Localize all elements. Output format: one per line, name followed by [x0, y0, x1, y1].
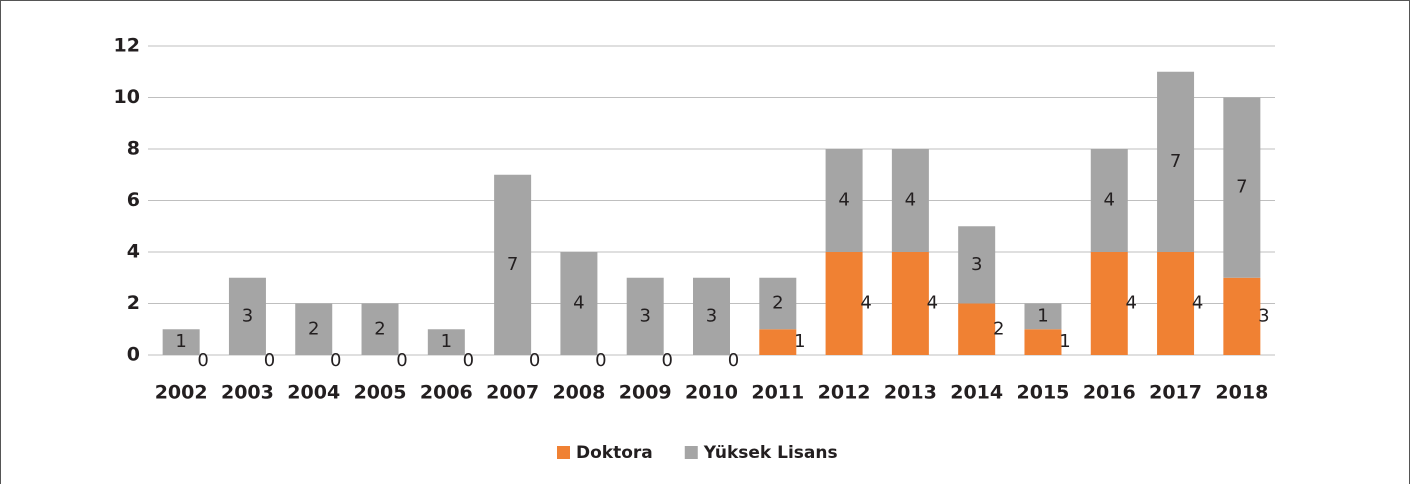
x-tick-label: 2004: [287, 382, 340, 404]
bar-segment: [693, 277, 730, 355]
data-label: 4: [927, 293, 938, 314]
data-label: 3: [971, 254, 982, 275]
data-label: 0: [264, 350, 275, 371]
bar-segment: [1024, 329, 1062, 355]
bar-segment: [891, 252, 929, 355]
legend-swatch: [557, 446, 570, 459]
bar-segment: [1090, 149, 1128, 252]
bar-segment: [958, 226, 996, 304]
bar-segment: [825, 252, 863, 355]
x-tick-label: 2013: [884, 382, 937, 404]
bar-segment: [1157, 252, 1195, 355]
bar-segment: [427, 329, 465, 355]
bar-segment: [560, 252, 598, 355]
bar-segment: [1223, 97, 1261, 278]
x-tick-label: 2015: [1017, 382, 1070, 404]
data-label: 0: [396, 350, 407, 371]
data-label: 1: [794, 331, 805, 352]
data-label: 7: [1236, 177, 1247, 198]
bar-segment: [825, 149, 863, 252]
bar-segment: [891, 149, 929, 252]
y-tick-label: 2: [127, 292, 140, 314]
data-label: 4: [573, 293, 584, 314]
bar-segment: [361, 303, 399, 355]
data-label: 0: [529, 350, 540, 371]
data-label: 4: [1192, 293, 1203, 314]
y-tick-label: 8: [127, 138, 140, 160]
data-label: 2: [374, 318, 385, 339]
data-label: 0: [728, 350, 739, 371]
x-tick-label: 2011: [751, 382, 804, 404]
data-label: 1: [441, 331, 452, 352]
bar-segment: [162, 329, 200, 355]
data-label: 4: [1126, 293, 1137, 314]
bar-segment: [494, 174, 532, 355]
legend-label: Yüksek Lisans: [703, 443, 838, 463]
y-tick-label: 4: [127, 241, 140, 263]
legend-label: Doktora: [576, 443, 653, 463]
data-label: 1: [1059, 331, 1070, 352]
data-label: 2: [993, 318, 1004, 339]
x-tick-label: 2012: [818, 382, 871, 404]
data-label: 7: [1170, 151, 1181, 172]
x-tick-label: 2014: [950, 382, 1003, 404]
y-tick-label: 12: [114, 35, 140, 57]
data-label: 4: [1104, 190, 1115, 211]
y-tick-label: 0: [127, 344, 140, 366]
data-label: 7: [507, 254, 518, 275]
bar-segment: [759, 329, 797, 355]
bar-segment: [958, 303, 996, 355]
bar-segment: [1223, 277, 1261, 355]
data-label: 4: [905, 190, 916, 211]
data-label: 3: [1258, 305, 1269, 326]
y-tick-label: 6: [127, 189, 140, 211]
x-tick-label: 2006: [420, 382, 473, 404]
bar-segment: [626, 277, 664, 355]
bar-segment: [1024, 303, 1062, 330]
data-label: 4: [860, 293, 871, 314]
bar-segment: [759, 277, 797, 330]
x-tick-label: 2016: [1083, 382, 1136, 404]
y-tick-label: 10: [114, 86, 140, 108]
data-label: 0: [197, 350, 208, 371]
x-tick-label: 2010: [685, 382, 738, 404]
data-label: 1: [1037, 305, 1048, 326]
x-tick-label: 2007: [486, 382, 539, 404]
data-label: 0: [330, 350, 341, 371]
data-label: 3: [706, 305, 717, 326]
data-label: 3: [639, 305, 650, 326]
x-tick-label: 2017: [1149, 382, 1202, 404]
data-label: 0: [595, 350, 606, 371]
x-tick-label: 2018: [1215, 382, 1268, 404]
data-label: 3: [242, 305, 253, 326]
bar-segment: [1157, 71, 1195, 252]
data-label: 2: [308, 318, 319, 339]
data-label: 2: [772, 293, 783, 314]
x-tick-label: 2005: [354, 382, 407, 404]
bar-segment: [228, 277, 266, 355]
bar-segment: [295, 303, 333, 355]
data-label: 1: [175, 331, 186, 352]
data-label: 4: [838, 190, 849, 211]
legend-swatch: [684, 446, 698, 459]
x-tick-label: 2003: [221, 382, 274, 404]
data-label: 0: [463, 350, 474, 371]
bar-segment: [1090, 252, 1128, 355]
x-tick-label: 2008: [552, 382, 605, 404]
x-tick-label: 2002: [155, 382, 208, 404]
data-label: 0: [661, 350, 672, 371]
x-tick-label: 2009: [619, 382, 672, 404]
